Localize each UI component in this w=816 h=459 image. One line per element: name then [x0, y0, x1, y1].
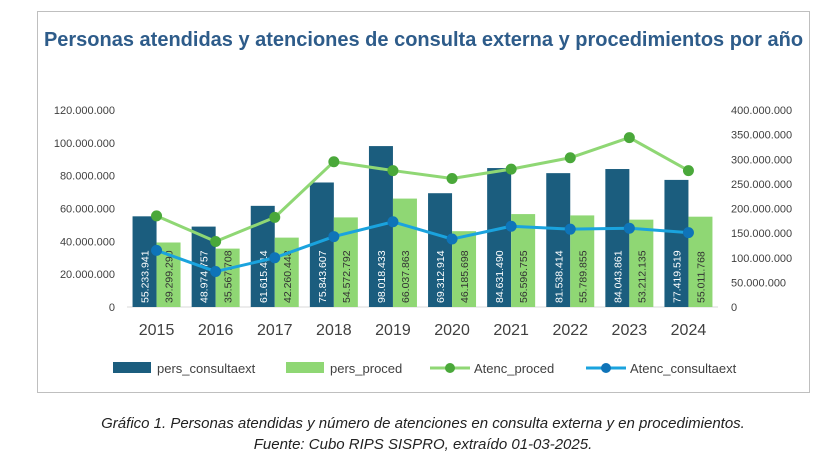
line-Atenc_proced: [155, 136, 690, 243]
bar-data-label: 77.419.519: [671, 250, 683, 303]
y-right-tick-label: 100.000.000: [731, 253, 792, 265]
figure-caption: Gráfico 1. Personas atendidas y número d…: [0, 413, 816, 455]
line-point-Atenc_consultaext: [387, 216, 399, 228]
bar-pers_consultaext: [546, 173, 571, 307]
line-point-Atenc_proced: [387, 165, 399, 177]
bar-pers_consultaext: [487, 168, 512, 307]
x-tick-label: 2022: [552, 322, 588, 339]
y-left-tick-label: 60.000.000: [60, 204, 115, 216]
line-point-Atenc_consultaext: [210, 266, 222, 278]
x-tick-label: 2015: [139, 322, 175, 339]
bar-data-label: 55.233.941: [140, 250, 152, 303]
bar-data-label: 61.615.414: [258, 250, 270, 303]
legend-label: pers_proced: [330, 361, 402, 376]
y-left-tick-label: 0: [109, 302, 115, 314]
legend-label: pers_consultaext: [157, 361, 256, 376]
bar-pers_proced: [452, 231, 477, 307]
line-point-Atenc_proced: [505, 163, 517, 175]
line-point-Atenc_proced: [269, 211, 281, 223]
bar-data-label: 84.043.861: [612, 250, 624, 303]
chart-title: Personas atendidas y atenciones de consu…: [43, 29, 804, 51]
y-right-tick-label: 350.000.000: [731, 130, 792, 142]
legend-swatch-pers_consultaext: [113, 362, 151, 373]
legend-marker-Atenc_proced: [445, 363, 455, 373]
y-right-tick-label: 400.000.000: [731, 105, 792, 117]
y-left-tick-label: 20.000.000: [60, 269, 115, 281]
y-right-tick-label: 150.000.000: [731, 228, 792, 240]
bar-pers_consultaext: [428, 193, 453, 307]
x-tick-label: 2016: [198, 322, 234, 339]
y-left-tick-label: 40.000.000: [60, 236, 115, 248]
legend-marker-Atenc_consultaext: [601, 363, 611, 373]
bar-pers_proced: [392, 198, 417, 307]
line-point-Atenc_proced: [446, 172, 458, 184]
bar-data-label: 84.631.490: [494, 250, 506, 303]
y-left-tick-label: 120.000.000: [54, 105, 115, 117]
x-tick-label: 2017: [257, 322, 293, 339]
bar-pers_proced: [215, 248, 240, 307]
bar-data-label: 48.974.757: [199, 250, 211, 303]
line-point-Atenc_consultaext: [446, 233, 458, 245]
y-right-tick-label: 200.000.000: [731, 204, 792, 216]
legend-label: Atenc_proced: [474, 361, 554, 376]
line-point-Atenc_proced: [151, 210, 163, 222]
caption-line-2: Fuente: Cubo RIPS SISPRO, extraído 01-03…: [253, 436, 593, 453]
bar-data-label: 55.011.768: [695, 251, 707, 303]
x-tick-label: 2023: [612, 322, 648, 339]
bar-data-label: 69.312.914: [435, 250, 447, 303]
x-tick-label: 2021: [493, 322, 529, 339]
bar-data-label: 53.212.135: [636, 250, 648, 303]
bar-data-label: 35.567.708: [223, 250, 235, 303]
bar-data-label: 46.185.698: [459, 250, 471, 303]
y-right-tick-label: 300.000.000: [731, 154, 792, 166]
x-tick-label: 2018: [316, 322, 352, 339]
bar-pers_consultaext: [605, 169, 630, 307]
line-point-Atenc_consultaext: [151, 244, 163, 256]
line-point-Atenc_proced: [210, 235, 222, 247]
line-point-Atenc_consultaext: [328, 231, 340, 243]
x-tick-label: 2020: [434, 322, 470, 339]
y-right-tick-label: 250.000.000: [731, 179, 792, 191]
line-point-Atenc_consultaext: [682, 227, 694, 239]
y-left-tick-label: 100.000.000: [54, 138, 115, 150]
x-tick-label: 2024: [671, 322, 707, 339]
bar-pers_consultaext: [664, 179, 689, 307]
legend-label: Atenc_consultaext: [630, 361, 737, 376]
y-right-tick-label: 0: [731, 302, 737, 314]
combo-chart: 0 20.000.000 40.000.000 60.000.000 80.000.00…: [54, 105, 792, 376]
line-point-Atenc_consultaext: [623, 222, 635, 234]
bar-data-label: 98.018.433: [376, 250, 388, 303]
bar-data-label: 54.572.792: [341, 250, 353, 303]
line-point-Atenc_consultaext: [505, 220, 517, 232]
line-point-Atenc_consultaext: [564, 223, 576, 235]
bar-data-label: 56.596.755: [518, 250, 530, 303]
line-point-Atenc_proced: [328, 156, 340, 168]
bar-data-label: 55.789.855: [577, 250, 589, 303]
line-point-Atenc_proced: [564, 152, 576, 164]
legend-swatch-pers_proced: [286, 362, 324, 373]
bar-data-label: 39.299.290: [164, 250, 176, 303]
bar-pers_proced: [629, 219, 654, 307]
bar-data-label: 66.037.863: [400, 250, 412, 303]
bar-data-label: 81.538.414: [553, 250, 565, 303]
caption-line-1: Gráfico 1. Personas atendidas y número d…: [101, 415, 745, 432]
x-tick-label: 2019: [375, 322, 411, 339]
bar-data-label: 42.260.448: [282, 250, 294, 303]
y-left-tick-label: 80.000.000: [60, 171, 115, 183]
y-right-tick-label: 50.000.000: [731, 277, 786, 289]
line-point-Atenc_consultaext: [269, 252, 281, 264]
line-point-Atenc_proced: [682, 165, 694, 177]
bar-data-label: 75.843.607: [317, 250, 329, 303]
bar-pers_consultaext: [132, 216, 157, 307]
line-Atenc_consultaext: [156, 220, 689, 274]
line-point-Atenc_proced: [623, 132, 635, 144]
